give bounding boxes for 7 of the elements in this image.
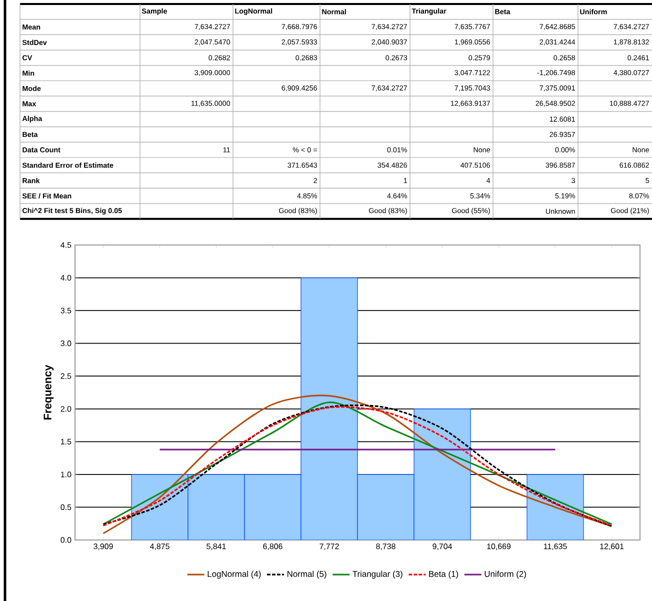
y-axis-title: Frequency	[44, 364, 54, 420]
legend-label: Normal (5)	[287, 570, 326, 579]
legend-label: Triangular (3)	[352, 570, 402, 579]
legend-label: LogNormal (4)	[208, 570, 261, 579]
bar	[526, 474, 584, 540]
legend-label: Uniform (2)	[484, 570, 526, 579]
legend-label: Beta (1)	[429, 570, 458, 579]
